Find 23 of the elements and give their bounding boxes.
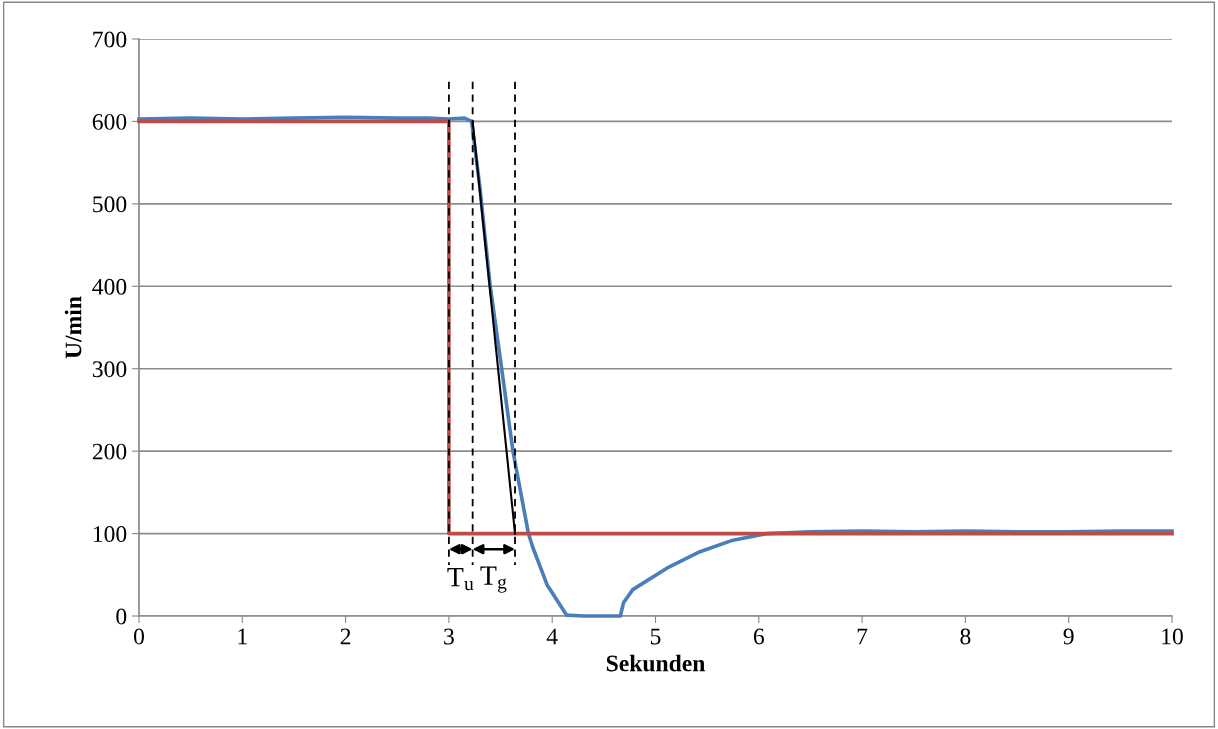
y-tick-label: 700 <box>93 31 127 48</box>
y-tick-label: 500 <box>93 196 127 213</box>
y-tick-label: 400 <box>92 278 127 295</box>
x-tick-label: 5 <box>650 628 661 645</box>
x-tick-label: 7 <box>857 628 868 645</box>
x-axis-title: Sekunden <box>606 654 706 672</box>
x-tick-label: 4 <box>546 628 558 645</box>
x-tick-label: 10 <box>1162 628 1183 645</box>
x-tick-label: 3 <box>444 628 454 645</box>
y-axis-title: U/min <box>64 296 82 359</box>
y-tick-label: 300 <box>92 361 127 378</box>
y-tick-label: 100 <box>93 526 127 542</box>
x-tick-label: 8 <box>960 628 971 645</box>
x-tick-label: 1 <box>238 628 247 645</box>
annotation: T$_{g}$ <box>480 566 507 593</box>
x-tick-label: 0 <box>134 628 144 645</box>
y-tick-label: 600 <box>92 113 127 130</box>
y-tick-label: 0 <box>116 608 127 625</box>
x-tick-label: 2 <box>340 628 351 645</box>
y-tick-label: 200 <box>92 443 127 460</box>
x-tick-label: 9 <box>1063 628 1074 645</box>
annotation: T$_{u}$ <box>447 568 474 591</box>
x-tick-label: 6 <box>753 628 764 645</box>
